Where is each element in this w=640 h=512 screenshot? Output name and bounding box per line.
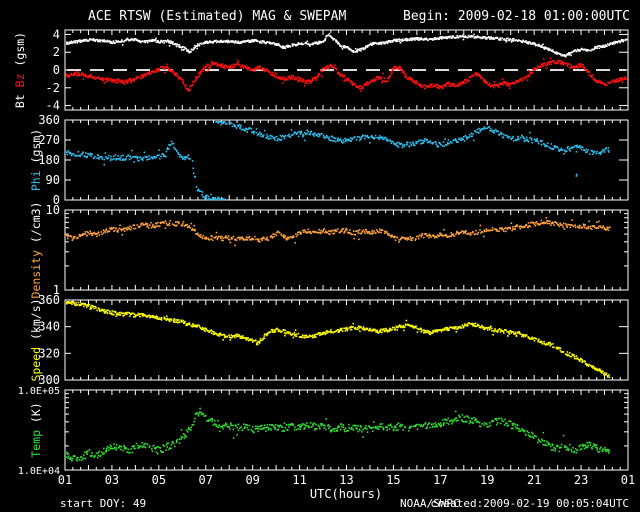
- xtick-label: 19: [480, 473, 494, 487]
- ylabel-phi: Phi (gsm): [29, 129, 43, 191]
- xtick-label: 15: [386, 473, 400, 487]
- panel-density: 10 1 Density (/cm3): [29, 202, 629, 299]
- ylabel-temp: Temp (K): [29, 402, 43, 457]
- panel-temp: 1.0E+05 1.0E+04 Temp (K): [18, 386, 629, 477]
- xtick-label: 05: [152, 473, 166, 487]
- created-timestamp: created:2009-02-19 00:05:04UTC: [430, 497, 629, 510]
- x-axis-title: UTC(hours): [309, 487, 383, 501]
- ytick-label-density: 10: [46, 203, 60, 217]
- ytick-label-temp: 1.0E+05: [18, 386, 60, 397]
- ytick-label-phi: 270: [38, 133, 60, 147]
- ytick-label-speed: 360: [38, 293, 60, 307]
- ytick-label-bt-bz: -2: [46, 81, 60, 95]
- panel-phi: 360 270 180 90 0 Phi (gsm): [29, 113, 629, 207]
- ytick-label-bt-bz: 4: [53, 27, 60, 41]
- ytick-label-bt-bz: -4: [46, 99, 60, 113]
- xtick-label: 13: [339, 473, 353, 487]
- panel-bt-bz: 4 2 0 -2 -4 Bt Bz (gsm): [13, 27, 629, 113]
- ytick-label-phi: 180: [38, 153, 60, 167]
- xtick-label: 01: [621, 473, 635, 487]
- xtick-label: 01: [58, 473, 72, 487]
- xtick-label: 23: [574, 473, 588, 487]
- xtick-label: 21: [527, 473, 541, 487]
- xtick-label: 09: [245, 473, 259, 487]
- ylabel-bt-bz: Bt Bz (gsm): [13, 32, 27, 108]
- ylabel-density: Density (/cm3): [29, 202, 43, 299]
- xtick-label: 07: [199, 473, 213, 487]
- ytick-label-phi: 360: [38, 113, 60, 127]
- begin-timestamp: Begin: 2009-02-18 01:00:00UTC: [403, 9, 630, 24]
- ylabel-speed: Speed (km/s): [29, 298, 43, 381]
- ytick-label-speed: 300: [38, 373, 60, 387]
- xtick-label: 03: [105, 473, 119, 487]
- ytick-label-density: 1: [53, 283, 60, 297]
- agency-label: NOAA/SWPC: [400, 497, 460, 510]
- plot-title: ACE RTSW (Estimated) MAG & SWEPAM: [88, 9, 347, 24]
- start-doy-label: start DOY: 49: [60, 497, 147, 510]
- ytick-label-bt-bz: 0: [53, 63, 60, 77]
- xtick-label: 11: [292, 473, 306, 487]
- ytick-label-temp: 1.0E+04: [18, 466, 60, 477]
- ytick-label-phi: 0: [53, 193, 60, 207]
- ytick-label-phi: 90: [46, 173, 60, 187]
- xtick-label: 17: [433, 473, 447, 487]
- ytick-label-bt-bz: 2: [53, 45, 60, 59]
- ytick-label-speed: 340: [38, 320, 60, 334]
- ytick-label-speed: 320: [38, 346, 60, 360]
